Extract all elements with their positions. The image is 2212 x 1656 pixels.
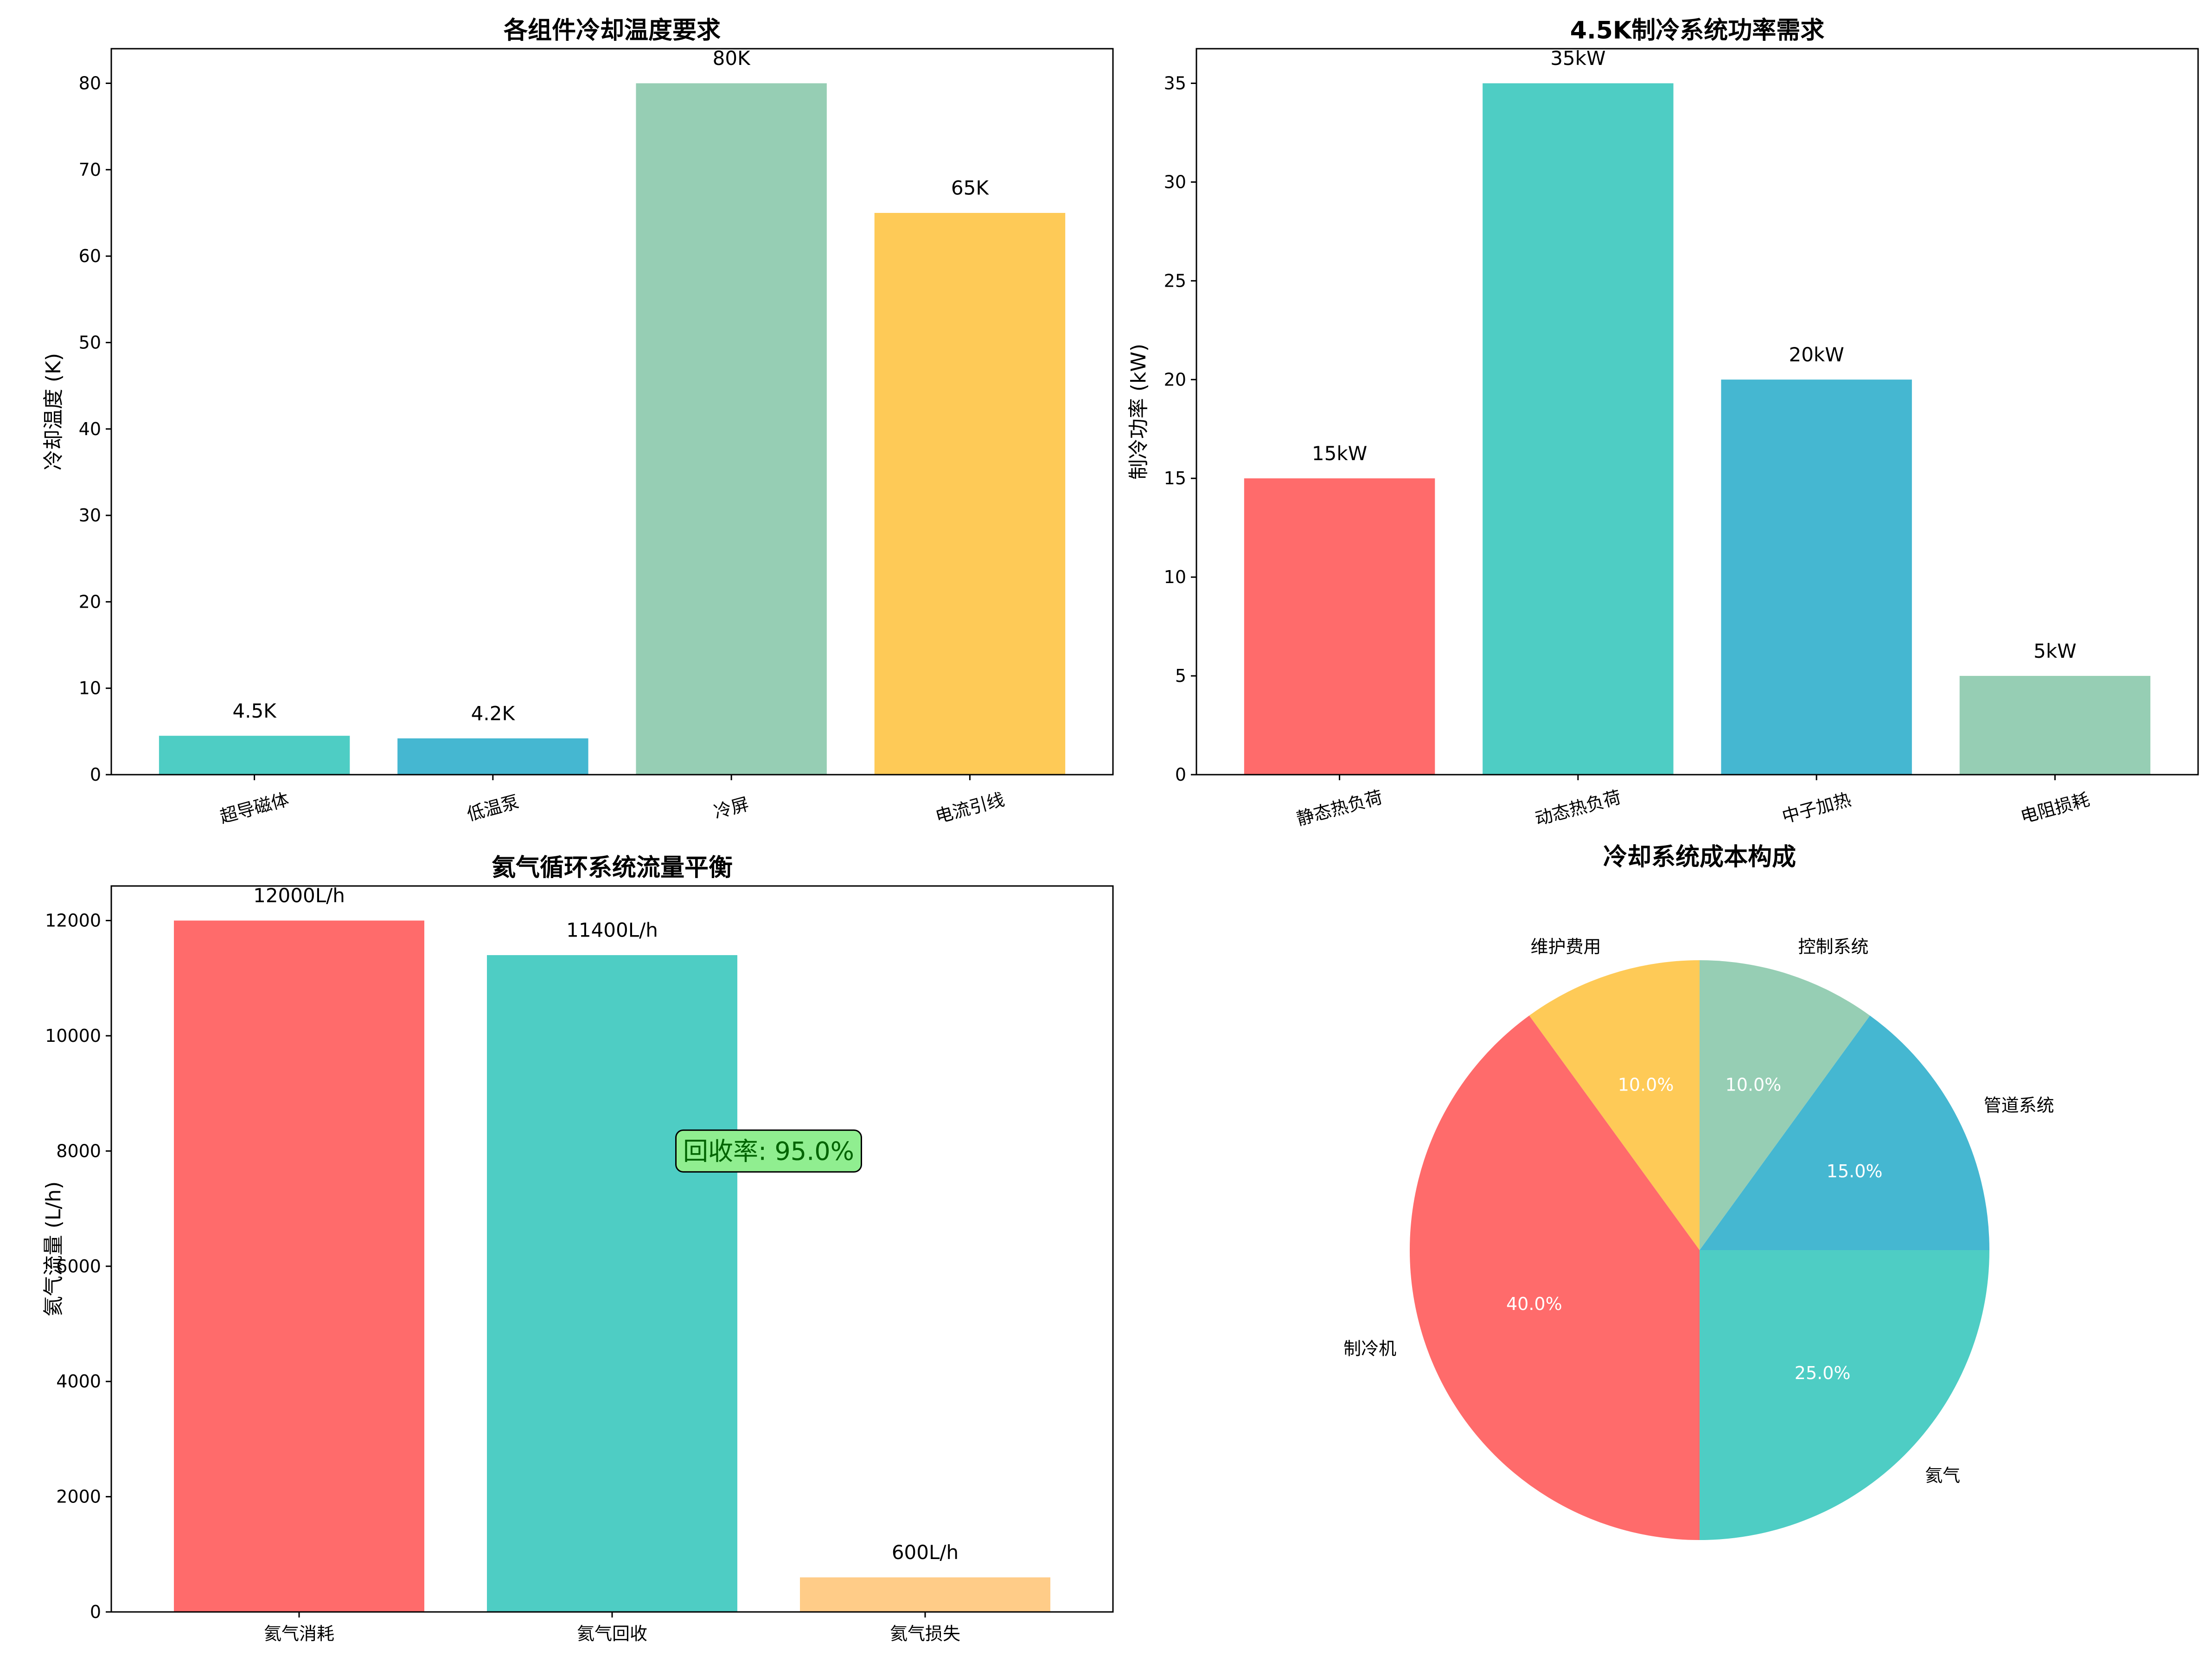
- cost-pie-chart: 冷却系统成本构成 10.0% 维护费用 40.0% 制冷机 25.0% 氦气 15.0% 管道系…: [1343, 843, 2054, 1540]
- category-label-1: 氦气回收: [577, 1624, 647, 1644]
- bar-2: [636, 83, 827, 775]
- y-tick-label: 10: [1164, 567, 1186, 587]
- value-label-3: 65K: [951, 177, 989, 199]
- y-tick-label: 60: [79, 246, 101, 266]
- category-label-1: 动态热负荷: [1533, 787, 1623, 829]
- chart-title: 氦气循环系统流量平衡: [492, 854, 733, 882]
- y-tick-label: 20: [1164, 369, 1186, 390]
- axes-frame: [1196, 48, 2199, 776]
- value-label-2: 600L/h: [892, 1541, 959, 1564]
- value-label-2: 80K: [713, 47, 751, 70]
- y-tick-label: 0: [1175, 764, 1186, 785]
- category-label-2: 氦气损失: [890, 1624, 960, 1644]
- y-tick-label: 70: [79, 160, 101, 180]
- pie-label-0: 维护费用: [1531, 937, 1601, 957]
- category-label-2: 冷屏: [712, 794, 751, 822]
- chart-title: 冷却系统成本构成: [1603, 843, 1796, 871]
- value-label-1: 11400L/h: [566, 919, 658, 942]
- y-tick-label: 0: [90, 1602, 101, 1622]
- bar-1: [1483, 83, 1674, 775]
- y-axis-label: 氦气流量 (L/h): [42, 1181, 65, 1317]
- y-tick-label: 2000: [56, 1487, 101, 1507]
- y-tick-label: 40: [79, 419, 101, 439]
- bar-1: [487, 955, 737, 1612]
- y-tick-label: 10000: [45, 1026, 101, 1046]
- pie-label-2: 氦气: [1925, 1465, 1960, 1486]
- value-label-1: 4.2K: [471, 702, 516, 725]
- value-label-3: 5kW: [2033, 640, 2077, 662]
- recovery-rate-text: 回收率: 95.0%: [683, 1136, 854, 1166]
- category-label-3: 电流引线: [933, 789, 1006, 827]
- y-tick-label: 35: [1164, 73, 1186, 94]
- y-tick-label: 4000: [56, 1371, 101, 1392]
- y-tick-label: 15: [1164, 468, 1186, 488]
- y-tick-label: 30: [79, 505, 101, 526]
- y-tick-label: 12000: [45, 911, 101, 931]
- y-tick-label: 5: [1175, 666, 1186, 686]
- pie-label-1: 制冷机: [1343, 1338, 1396, 1359]
- bar-3: [874, 212, 1066, 775]
- y-tick-label: 30: [1164, 172, 1186, 192]
- category-label-1: 低温泵: [465, 791, 521, 825]
- pie-label-4: 控制系统: [1798, 937, 1868, 957]
- power-chart: 4.5K制冷系统功率需求 15kW 35kW 20kW 5kW 0 5 10 15 20 25 30 3…: [1127, 17, 2199, 829]
- chart-title: 各组件冷却温度要求: [504, 17, 721, 45]
- bar-2: [1721, 379, 1912, 775]
- value-label-0: 12000L/h: [253, 884, 345, 907]
- pie-slice-4: [1700, 960, 1870, 1250]
- value-label-1: 35kW: [1550, 47, 1605, 70]
- bar-0: [1244, 478, 1435, 775]
- value-label-0: 15kW: [1312, 442, 1367, 465]
- y-tick-label: 20: [79, 591, 101, 612]
- y-axis-label: 冷却温度 (K): [42, 353, 65, 470]
- pie-percent-3: 15.0%: [1827, 1161, 1883, 1181]
- category-label-3: 电阻损耗: [2018, 789, 2091, 827]
- pie-slice-1: [1410, 1015, 1700, 1540]
- category-label-0: 氦气消耗: [264, 1624, 334, 1644]
- recovery-rate-box: [675, 1129, 862, 1173]
- y-tick-label: 25: [1164, 270, 1186, 291]
- bar-0: [159, 736, 350, 775]
- category-label-0: 静态热负荷: [1294, 787, 1385, 829]
- pie-percent-1: 40.0%: [1506, 1294, 1562, 1314]
- bar-0: [174, 920, 424, 1612]
- chart-title: 4.5K制冷系统功率需求: [1570, 17, 1824, 45]
- y-tick-label: 50: [79, 332, 101, 353]
- axes-frame: [110, 48, 1114, 776]
- y-tick-label: 80: [79, 73, 101, 94]
- bar-1: [397, 738, 588, 775]
- y-tick-label: 0: [90, 764, 101, 785]
- pie-slice-2: [1700, 1250, 1989, 1540]
- y-tick-label: 10: [79, 678, 101, 699]
- pie-percent-2: 25.0%: [1795, 1363, 1851, 1383]
- pie-label-3: 管道系统: [1984, 1095, 2054, 1116]
- y-axis-label: 制冷功率 (kW): [1127, 344, 1151, 480]
- temperature-chart: 各组件冷却温度要求 4.5K 4.2K 80K 65K 0 10 20 30 40 50 60 70 80…: [42, 17, 1114, 827]
- bar-2: [800, 1577, 1050, 1612]
- pie-slice-0: [1529, 960, 1700, 1250]
- y-tick-label: 8000: [56, 1141, 101, 1161]
- helium-flow-chart: 氦气循环系统流量平衡 12000L/h 11400L/h 600L/h 0 2000 400…: [42, 854, 1114, 1644]
- pie-percent-4: 10.0%: [1726, 1074, 1782, 1095]
- pie-percent-0: 10.0%: [1618, 1074, 1674, 1095]
- pie-slice-3: [1700, 1015, 1989, 1250]
- value-label-0: 4.5K: [232, 700, 277, 722]
- category-label-2: 中子加热: [1780, 789, 1853, 827]
- y-tick-label: 6000: [56, 1256, 101, 1277]
- category-label-0: 超导磁体: [217, 789, 291, 827]
- value-label-2: 20kW: [1789, 343, 1844, 366]
- bar-3: [1959, 676, 2151, 775]
